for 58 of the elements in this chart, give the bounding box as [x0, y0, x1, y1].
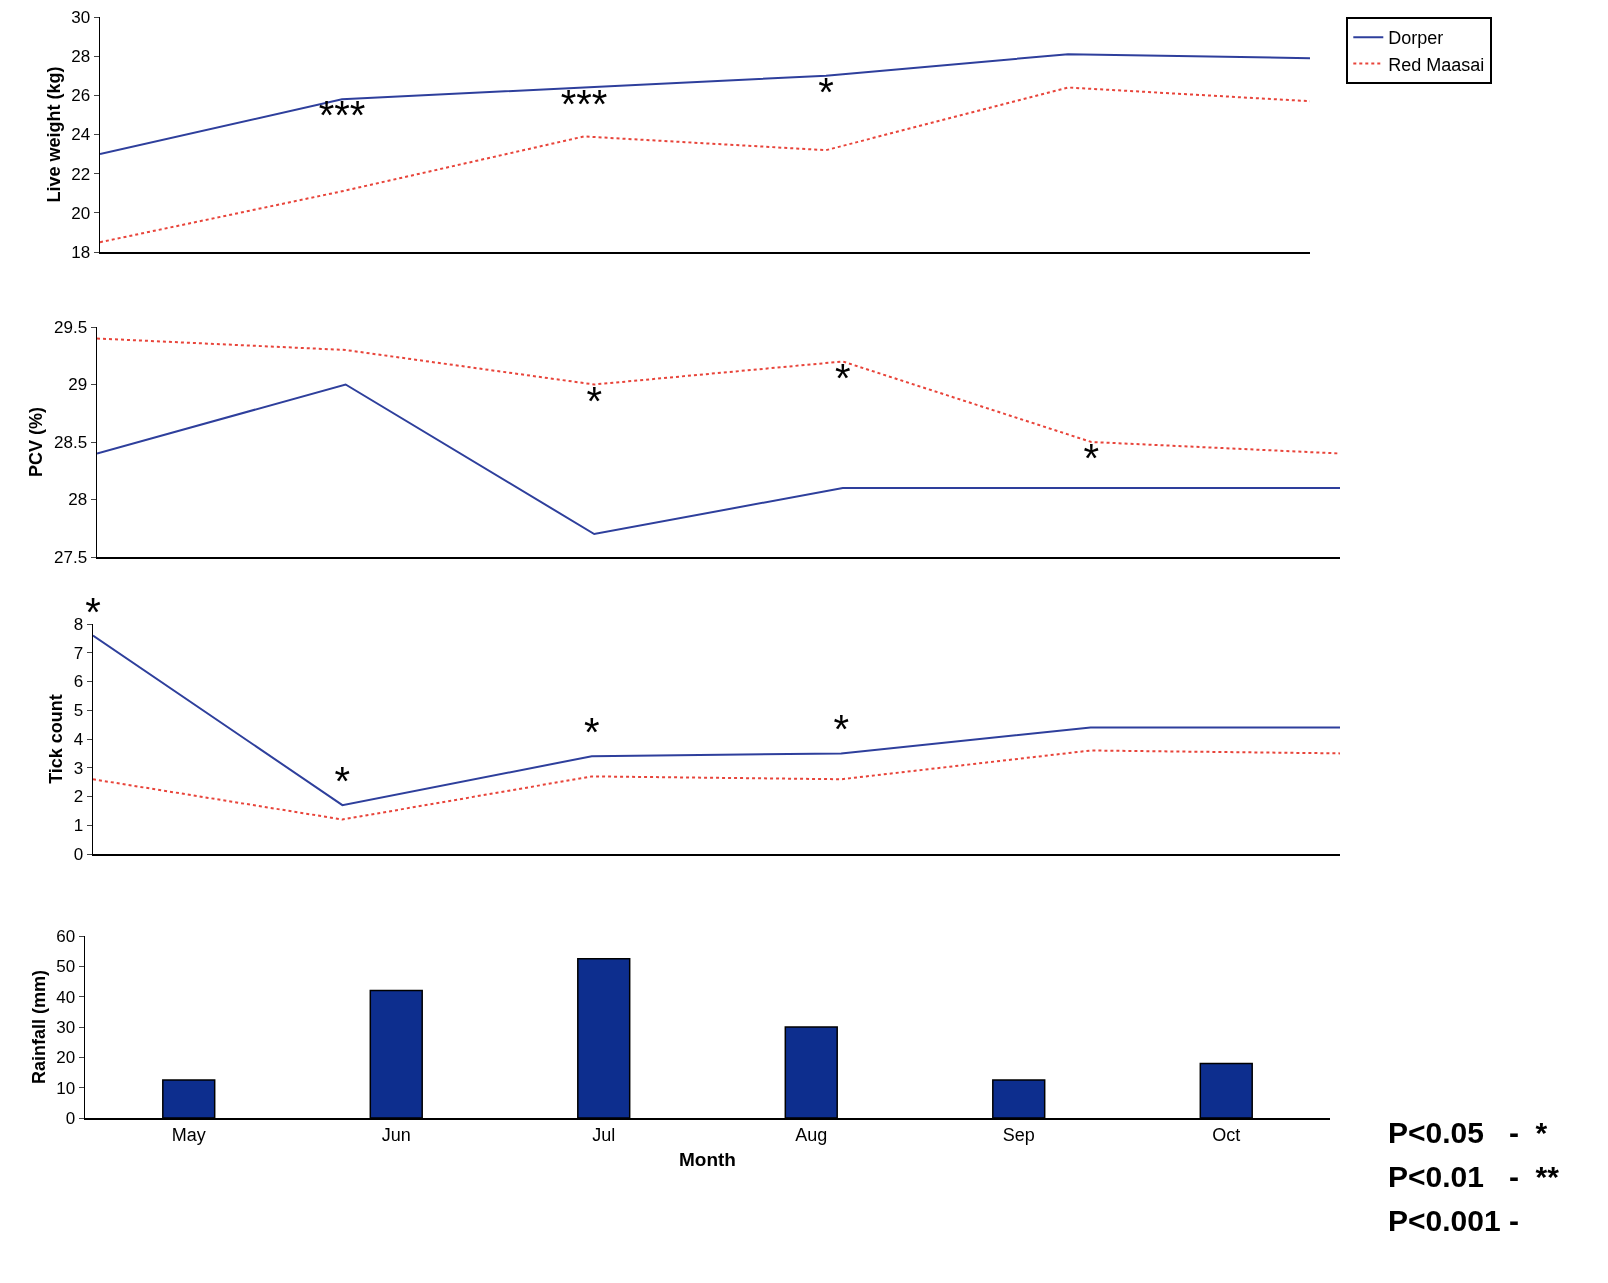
- y-tick-label: 29: [68, 375, 88, 395]
- data-label: *: [584, 710, 600, 755]
- y-tick-label: 8: [73, 614, 84, 634]
- data-label: *: [334, 759, 351, 804]
- legend-label: Dorper: [1388, 28, 1444, 49]
- data-label: ***: [560, 81, 608, 126]
- y-axis-title: Live weight (kg): [43, 66, 64, 203]
- text: P<0.01 - **: [1388, 1160, 1560, 1193]
- y-tick-label: 28: [71, 47, 91, 67]
- y-tick-label: 4: [73, 729, 84, 749]
- x-tick-label: May: [171, 1125, 206, 1146]
- y-tick-label: 7: [73, 643, 84, 663]
- y-tick-label: 22: [71, 164, 91, 184]
- y-tick-label: 5: [73, 701, 84, 721]
- y-tick-label: 6: [73, 672, 84, 692]
- y-tick-label: 20: [56, 1048, 76, 1068]
- text: P<0.001 -: [1388, 1204, 1519, 1237]
- y-tick-label: 60: [56, 926, 76, 946]
- y-axis-title: Rainfall (mm): [28, 969, 49, 1085]
- x-axis-title: Month: [679, 1148, 736, 1170]
- y-axis-title: PCV (%): [26, 406, 47, 478]
- y-tick-label: 18: [71, 242, 91, 262]
- legend-label: Red Maasai: [1388, 54, 1485, 75]
- x-tick-label: Jul: [592, 1125, 616, 1146]
- line-series: [93, 634, 1340, 807]
- y-tick-label: 28.5: [54, 432, 88, 452]
- data-label: ***: [318, 93, 366, 138]
- y-tick-label: 50: [56, 957, 76, 977]
- y-tick-label: 2: [73, 787, 84, 807]
- y-tick-label: 40: [56, 987, 76, 1007]
- line-series: [93, 749, 1340, 821]
- x-tick-label: Aug: [795, 1125, 828, 1146]
- line-series: [100, 53, 1310, 156]
- data-label: *: [586, 378, 602, 423]
- y-tick-label: 20: [71, 203, 91, 223]
- y-tick-label: 29.5: [54, 317, 88, 337]
- y-tick-label: 0: [73, 844, 84, 864]
- line-series: [97, 383, 1340, 535]
- data-label: *: [835, 355, 851, 400]
- x-tick-label: Jun: [381, 1125, 411, 1146]
- y-axis-title: Tick count: [46, 694, 67, 784]
- y-tick-label: 28: [68, 490, 88, 510]
- y-tick-label: 0: [65, 1108, 76, 1128]
- data-label: *: [1083, 436, 1100, 480]
- text: P<0.05 - *: [1388, 1116, 1548, 1149]
- y-tick-label: 26: [71, 86, 91, 106]
- y-tick-label: 30: [71, 7, 91, 27]
- y-tick-label: 3: [73, 758, 84, 778]
- y-tick-label: 30: [56, 1017, 76, 1037]
- y-tick-label: 10: [56, 1078, 76, 1098]
- data-label: *: [85, 589, 101, 634]
- y-tick-label: 24: [71, 125, 91, 145]
- data-label: *: [833, 707, 849, 752]
- x-tick-label: Oct: [1212, 1125, 1241, 1146]
- x-tick-label: Sep: [1002, 1125, 1035, 1146]
- data-label: *: [818, 69, 834, 114]
- y-tick-label: 1: [73, 816, 84, 836]
- y-tick-label: 27.5: [54, 547, 88, 567]
